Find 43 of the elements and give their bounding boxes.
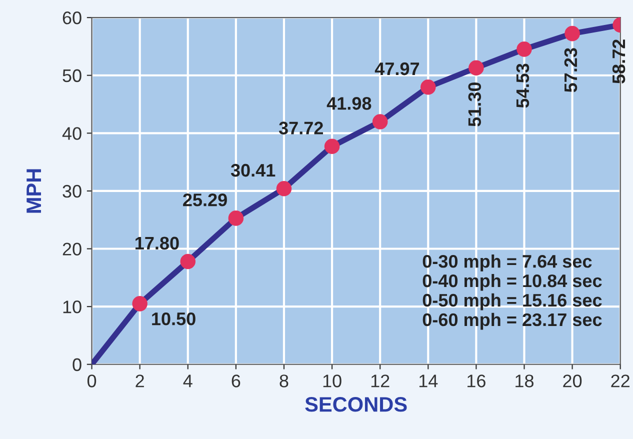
data-label: 51.30 [468, 82, 482, 126]
data-label: 58.72 [612, 40, 626, 84]
x-tick-label: 14 [419, 374, 438, 388]
y-tick-label: 30 [62, 184, 82, 198]
x-axis-title: SECONDS [305, 397, 407, 412]
data-label: 41.98 [326, 97, 372, 110]
y-axis-title: MPH [26, 169, 41, 213]
point [276, 180, 292, 196]
annotation: 0-30 mph = 7.64 sec 0-40 mph = 10.84 sec 0-50 mph = 15.16 sec 0-60 mph = 23.17 sec [422, 254, 602, 330]
point [468, 60, 484, 76]
point [228, 210, 244, 226]
y-tick-label: 50 [62, 69, 82, 82]
point [132, 296, 148, 312]
data-label: 30.41 [230, 164, 276, 177]
point [420, 79, 436, 95]
x-tick-label: 16 [468, 374, 486, 388]
data-label: 17.80 [136, 236, 179, 250]
point [372, 114, 388, 130]
data-label: 37.72 [278, 122, 323, 134]
x-tick-label: 4 [183, 374, 192, 388]
x-tick-label: 0 [87, 374, 96, 388]
data-label: 54.53 [516, 64, 530, 108]
x-tick-label: 8 [280, 374, 288, 388]
data-label: 25.29 [183, 194, 227, 206]
y-tick-label: 60 [62, 11, 82, 24]
y-tick-label: 0 [72, 358, 82, 372]
x-tick-label: 20 [563, 374, 582, 388]
point [180, 254, 196, 270]
data-label: 10.50 [152, 312, 196, 326]
y-tick-label: 10 [63, 300, 82, 314]
data-label: 57.23 [564, 48, 578, 92]
y-tick-label: 20 [62, 242, 82, 256]
x-tick-label: 18 [516, 374, 534, 388]
point [324, 138, 340, 154]
x-tick-label: 2 [136, 374, 144, 388]
x-tick-label: 12 [371, 374, 390, 388]
x-tick-label: 10 [323, 374, 342, 388]
x-tick-label: 22 [611, 374, 630, 388]
point [564, 26, 580, 42]
point [516, 42, 532, 57]
data-label: 47.97 [374, 62, 420, 76]
x-tick-label: 6 [232, 374, 240, 388]
y-tick-label: 40 [62, 127, 82, 140]
